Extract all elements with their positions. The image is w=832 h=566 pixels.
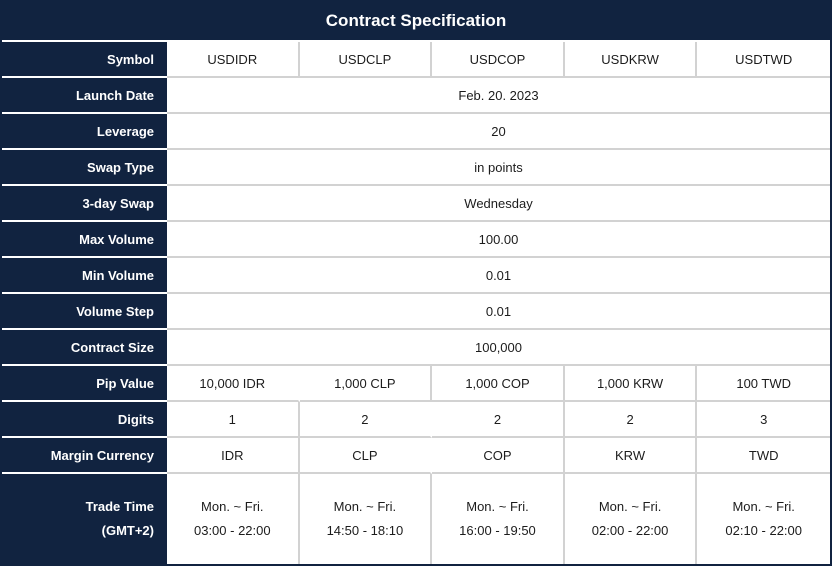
- symbol-cell: USDCOP: [432, 42, 565, 78]
- row-max-volume: Max Volume 100.00: [2, 222, 830, 258]
- row-label-digits: Digits: [2, 402, 167, 438]
- trade-days: Mon. ~ Fri.: [201, 499, 264, 514]
- trade-time-cell: Mon. ~ Fri. 02:00 - 22:00: [564, 474, 698, 564]
- symbol-cell: USDCLP: [299, 42, 433, 78]
- margin-currency-cell: KRW: [564, 438, 698, 474]
- row-trade-time: Trade Time (GMT+2) Mon. ~ Fri. 03:00 - 2…: [2, 474, 830, 564]
- row-swap-type: Swap Type in points: [2, 150, 830, 186]
- launch-date-value: Feb. 20. 2023: [167, 78, 830, 114]
- row-label-launch-date: Launch Date: [2, 78, 167, 114]
- trade-time-cell: Mon. ~ Fri. 02:10 - 22:00: [697, 474, 830, 564]
- pip-value-cell: 1,000 KRW: [564, 366, 698, 402]
- trade-time-cell: Mon. ~ Fri. 16:00 - 19:50: [432, 474, 565, 564]
- row-symbol: Symbol USDIDR USDCLP USDCOP USDKRW USDTW…: [2, 42, 830, 78]
- row-digits: Digits 1 2 2 2 3: [2, 402, 830, 438]
- trade-hours: 03:00 - 22:00: [193, 523, 271, 538]
- digits-cell: 2: [432, 402, 565, 438]
- pip-value-cell: 10,000 IDR: [167, 366, 300, 402]
- row-three-day-swap: 3-day Swap Wednesday: [2, 186, 830, 222]
- min-volume-value: 0.01: [167, 258, 830, 294]
- trade-days: Mon. ~ Fri.: [466, 499, 529, 514]
- margin-currency-cell: IDR: [167, 438, 300, 474]
- symbol-cell: USDIDR: [167, 42, 300, 78]
- row-label-leverage: Leverage: [2, 114, 167, 150]
- trade-hours: 16:00 - 19:50: [459, 523, 536, 538]
- symbol-cell: USDKRW: [564, 42, 698, 78]
- symbol-cell: USDTWD: [697, 42, 830, 78]
- margin-currency-cell: TWD: [697, 438, 830, 474]
- trade-time-cell: Mon. ~ Fri. 03:00 - 22:00: [167, 474, 300, 564]
- table-title: Contract Specification: [2, 2, 830, 42]
- pip-value-cell: 100 TWD: [697, 366, 830, 402]
- trade-time-label-line1: Trade Time: [85, 499, 154, 514]
- trade-hours: 14:50 - 18:10: [326, 523, 404, 538]
- row-volume-step: Volume Step 0.01: [2, 294, 830, 330]
- trade-days: Mon. ~ Fri.: [732, 499, 795, 514]
- three-day-swap-value: Wednesday: [167, 186, 830, 222]
- digits-cell: 2: [564, 402, 698, 438]
- row-label-three-day-swap: 3-day Swap: [2, 186, 167, 222]
- row-label-min-volume: Min Volume: [2, 258, 167, 294]
- trade-days: Mon. ~ Fri.: [333, 499, 397, 514]
- digits-cell: 2: [299, 402, 433, 438]
- row-min-volume: Min Volume 0.01: [2, 258, 830, 294]
- row-label-margin-currency: Margin Currency: [2, 438, 167, 474]
- max-volume-value: 100.00: [167, 222, 830, 258]
- row-contract-size: Contract Size 100,000: [2, 330, 830, 366]
- margin-currency-cell: CLP: [299, 438, 433, 474]
- row-label-pip-value: Pip Value: [2, 366, 167, 402]
- trade-days: Mon. ~ Fri.: [598, 499, 662, 514]
- swap-type-value: in points: [167, 150, 830, 186]
- row-label-volume-step: Volume Step: [2, 294, 167, 330]
- leverage-value: 20: [167, 114, 830, 150]
- row-pip-value: Pip Value 10,000 IDR 1,000 CLP 1,000 COP…: [2, 366, 830, 402]
- row-launch-date: Launch Date Feb. 20. 2023: [2, 78, 830, 114]
- trade-hours: 02:00 - 22:00: [591, 523, 669, 538]
- digits-cell: 3: [697, 402, 830, 438]
- trade-time-cell: Mon. ~ Fri. 14:50 - 18:10: [299, 474, 433, 564]
- trade-time-label-line2: (GMT+2): [101, 523, 154, 538]
- row-label-symbol: Symbol: [2, 42, 167, 78]
- row-label-max-volume: Max Volume: [2, 222, 167, 258]
- digits-cell: 1: [167, 402, 300, 438]
- contract-size-value: 100,000: [167, 330, 830, 366]
- trade-hours: 02:10 - 22:00: [725, 523, 802, 538]
- row-margin-currency: Margin Currency IDR CLP COP KRW TWD: [2, 438, 830, 474]
- pip-value-cell: 1,000 CLP: [299, 366, 433, 402]
- row-leverage: Leverage 20: [2, 114, 830, 150]
- row-label-contract-size: Contract Size: [2, 330, 167, 366]
- margin-currency-cell: COP: [432, 438, 565, 474]
- row-label-swap-type: Swap Type: [2, 150, 167, 186]
- volume-step-value: 0.01: [167, 294, 830, 330]
- pip-value-cell: 1,000 COP: [432, 366, 565, 402]
- row-label-trade-time: Trade Time (GMT+2): [2, 474, 167, 564]
- spec-table: Symbol USDIDR USDCLP USDCOP USDKRW USDTW…: [2, 42, 830, 564]
